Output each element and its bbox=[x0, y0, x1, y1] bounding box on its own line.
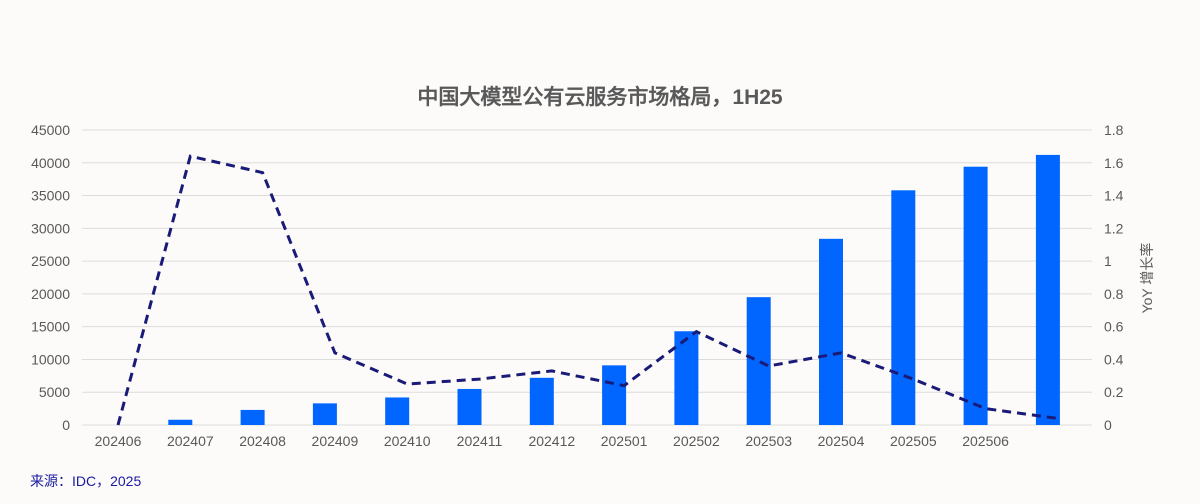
bar bbox=[674, 331, 699, 425]
bar bbox=[385, 397, 410, 425]
left-tick-label: 15000 bbox=[31, 319, 70, 335]
x-tick-label: 202408 bbox=[239, 433, 286, 449]
right-tick-label: 0.8 bbox=[1104, 286, 1124, 302]
right-tick-label: 1 bbox=[1104, 253, 1112, 269]
bar bbox=[819, 238, 843, 425]
x-tick-label: 202406 bbox=[95, 433, 142, 449]
right-tick-label: 1.8 bbox=[1104, 122, 1124, 138]
yoy-line bbox=[116, 154, 1059, 426]
x-tick-label: 202412 bbox=[528, 433, 575, 449]
bar bbox=[963, 166, 988, 425]
right-tick-label: 0.2 bbox=[1104, 384, 1124, 400]
left-tick-label: 0 bbox=[62, 417, 70, 433]
right-tick-label: 1.2 bbox=[1104, 220, 1124, 236]
chart-title: 中国大模型公有云服务市场格局，1H25 bbox=[417, 85, 783, 109]
left-tick-label: 10000 bbox=[31, 351, 70, 367]
x-tick-label: 202505 bbox=[890, 433, 937, 449]
bar bbox=[891, 190, 916, 425]
x-tick-label: 202501 bbox=[601, 433, 648, 449]
x-tick-label: 202506 bbox=[962, 433, 1009, 449]
right-tick-label: 0.6 bbox=[1104, 319, 1124, 335]
left-tick-label: 45000 bbox=[31, 122, 70, 138]
right-tick-label: 1.4 bbox=[1104, 188, 1124, 204]
x-tick-label: 202410 bbox=[384, 433, 431, 449]
right-tick-label: 0 bbox=[1104, 417, 1112, 433]
left-tick-label: 35000 bbox=[31, 188, 70, 204]
x-tick-label: 202503 bbox=[745, 433, 792, 449]
source-note: 来源：IDC，2025 bbox=[30, 473, 142, 489]
left-tick-label: 40000 bbox=[31, 155, 70, 171]
x-tick-label: 202411 bbox=[457, 433, 503, 449]
left-tick-label: 25000 bbox=[31, 253, 70, 269]
x-tick-label: 202504 bbox=[818, 433, 865, 449]
left-tick-label: 5000 bbox=[39, 384, 70, 400]
x-tick-label: 202502 bbox=[673, 433, 720, 449]
bar bbox=[312, 403, 337, 425]
right-tick-label: 1.6 bbox=[1104, 155, 1124, 171]
bar bbox=[168, 419, 193, 425]
bar bbox=[746, 297, 771, 425]
x-tick-label: 202409 bbox=[312, 433, 359, 449]
bar bbox=[240, 409, 265, 425]
left-tick-label: 20000 bbox=[31, 286, 70, 302]
right-tick-label: 0.4 bbox=[1104, 351, 1124, 367]
bar bbox=[457, 388, 482, 425]
bar bbox=[1035, 154, 1060, 425]
left-tick-label: 30000 bbox=[31, 220, 70, 236]
right-axis-label: YoY 增长率 bbox=[1139, 243, 1155, 314]
bar bbox=[602, 365, 627, 425]
bar bbox=[529, 377, 554, 425]
x-tick-label: 202407 bbox=[167, 433, 214, 449]
